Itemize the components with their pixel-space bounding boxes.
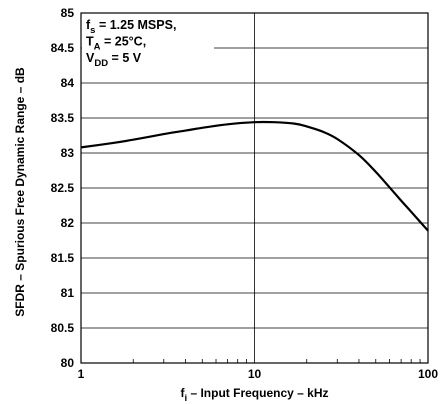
x-tick-label: 1 [78, 367, 85, 381]
sfdr-curve [80, 120, 429, 232]
y-tick-label: 85 [61, 6, 75, 20]
y-tick-label: 81.5 [51, 251, 75, 265]
y-axis-ticks: 80 80.5 81 81.5 82 82.5 83 83.5 84 84.5 85 [51, 6, 75, 370]
y-tick-label: 82 [61, 216, 75, 230]
y-tick-label: 80.5 [51, 321, 75, 335]
x-tick-label: 100 [418, 367, 438, 381]
conditions-annotation: fs = 1.25 MSPS,TA = 25°C,VDD = 5 V [86, 18, 176, 69]
x-tick-label: 10 [248, 367, 262, 381]
x-axis-label: fi – Input Frequency – kHz [180, 386, 328, 404]
y-axis-label: SFDR – Spurious Free Dynamic Range – dB [13, 67, 27, 317]
y-tick-label: 80 [61, 356, 75, 370]
annotation-line: fs = 1.25 MSPS, [86, 18, 176, 36]
x-axis-ticks: 1 10 100 [78, 367, 439, 381]
annotation-line: VDD = 5 V [86, 51, 142, 69]
plot-frame [80, 12, 429, 364]
y-tick-label: 83.5 [51, 111, 75, 125]
annotation-box [82, 14, 214, 70]
y-tick-label: 83 [61, 146, 75, 160]
annotation-line: TA = 25°C, [86, 35, 146, 53]
y-tick-label: 82.5 [51, 181, 75, 195]
y-tick-label: 81 [61, 286, 75, 300]
y-tick-label: 84.5 [51, 41, 75, 55]
y-tick-label: 84 [61, 76, 75, 90]
